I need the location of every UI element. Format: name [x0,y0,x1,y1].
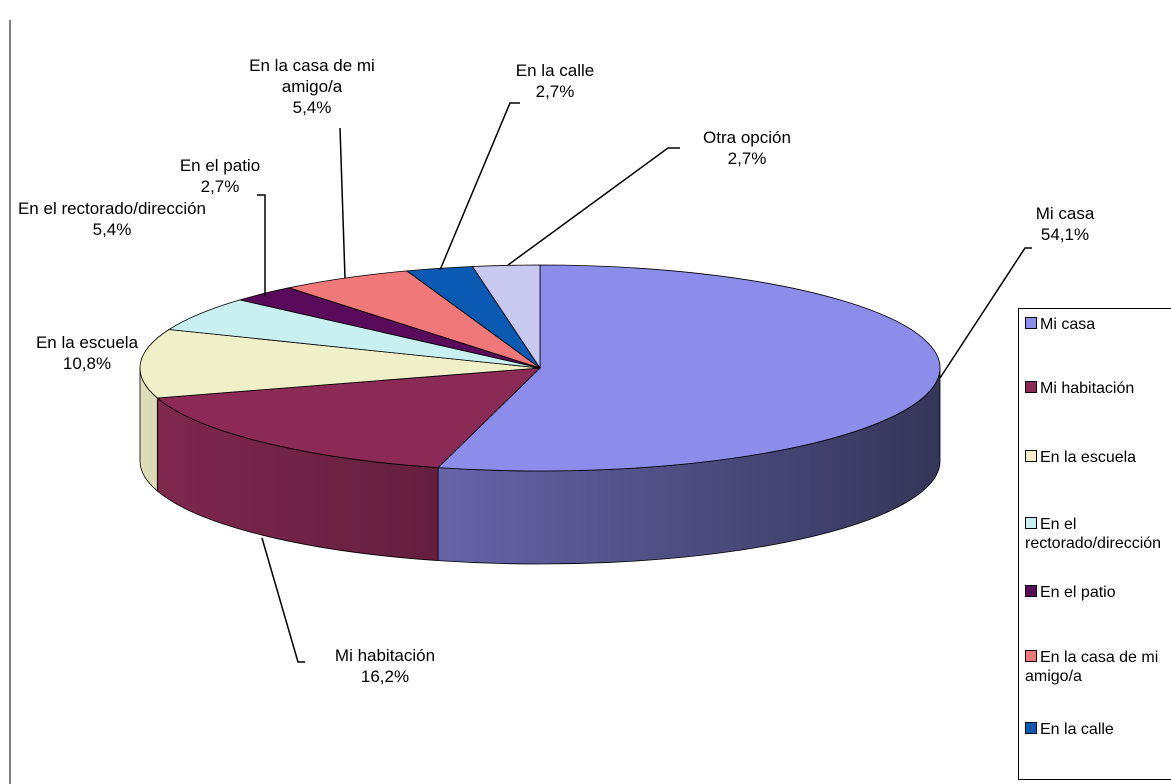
pie-slice [437,264,941,472]
legend-swatch [1025,317,1037,329]
label-value: 5,4% [92,220,132,239]
label-value: 2,7% [200,177,240,196]
legend-swatch [1025,381,1037,393]
legend-swatch [1025,650,1037,662]
leader-line [507,147,680,266]
pie-slice [156,367,542,469]
legend-item: Mi habitación [1025,379,1165,398]
data-label: En la calle 2,7% [485,60,625,102]
legend-label: En la escuela [1040,449,1137,466]
legend-item: En el rectorado/dirección [1025,515,1165,553]
label-name: Mi habitación [334,646,436,665]
legend-label: Mi habitación [1040,380,1135,397]
legend-item: En la escuela [1025,448,1165,467]
pie-slice [471,264,541,370]
data-label: En el patio 2,7% [160,155,280,197]
data-label: Otra opción 2,7% [677,127,817,169]
legend-item: En el patio [1025,583,1165,602]
legend-label: En el patio [1040,584,1116,601]
legend-item: En la casa de mi amigo/a [1025,648,1165,686]
legend-swatch [1025,722,1037,734]
pie-slice [287,270,541,369]
pie-slice [167,299,541,369]
label-value: 16,2% [360,667,410,686]
label-value: 10,8% [62,354,112,373]
label-name: Otra opción [703,128,791,147]
label-name: En la escuela [35,333,139,352]
label-value: 2,7% [727,149,767,168]
leader-line [339,127,346,279]
label-name: En el patio [179,156,261,175]
leader-line [439,102,520,271]
label-value: 2,7% [535,82,575,101]
legend-label: En la casa de mi amigo/a [1025,649,1159,685]
pie-slice [139,329,541,399]
label-name: En la calle [515,61,595,80]
legend-item: En la calle [1025,720,1165,739]
label-value: 5,4% [292,98,332,117]
legend-item: Mi casa [1025,315,1165,334]
leader-line [257,194,266,297]
legend-label: En la calle [1040,721,1114,738]
label-value: 54,1% [1040,225,1090,244]
data-label: En el rectorado/dirección 5,4% [12,198,212,240]
data-label: Mi habitación 16,2% [305,645,465,687]
legend-label: En el rectorado/dirección [1025,516,1162,552]
legend: Mi casa Mi habitación En la escuela En el r… [1018,308,1171,780]
label-name: En el rectorado/dirección [17,199,207,218]
label-name: Mi casa [1035,204,1095,223]
label-name: En la casa de mi amigo/a [249,56,375,96]
legend-swatch [1025,517,1037,529]
legend-swatch [1025,585,1037,597]
legend-label: Mi casa [1040,316,1096,333]
data-label: Mi casa 54,1% [995,203,1135,245]
legend-swatch [1025,450,1037,462]
data-label: En la escuela 10,8% [7,332,167,374]
leader-line [939,247,1032,379]
leader-line [261,537,305,663]
data-label: En la casa de mi amigo/a 5,4% [222,55,402,118]
